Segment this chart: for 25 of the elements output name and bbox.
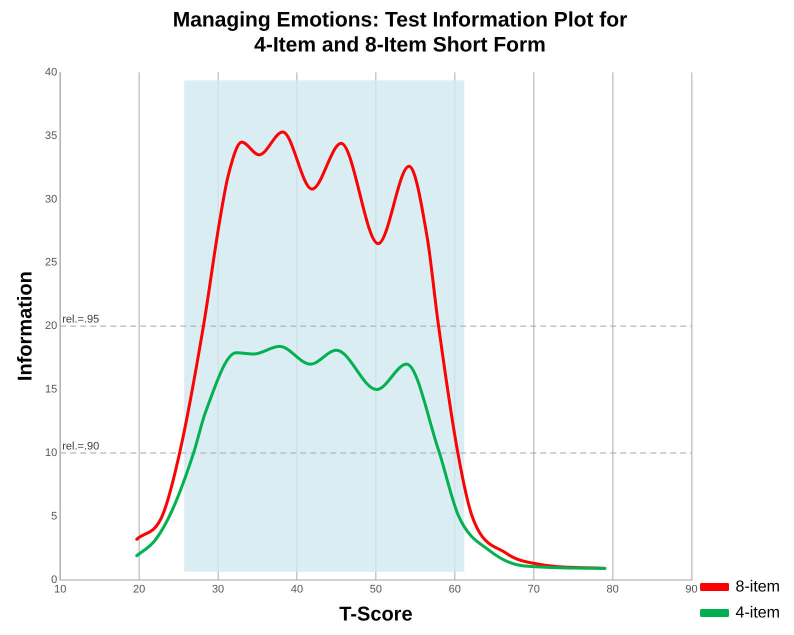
legend-label: 8-item	[736, 578, 780, 596]
line-series	[135, 344, 606, 570]
ref-line-label: rel.=.95	[62, 314, 100, 326]
y-tick-label: 30	[44, 193, 58, 206]
x-tick-label: 80	[606, 583, 619, 596]
y-tick-label: 0	[51, 574, 58, 586]
x-tick-label: 60	[448, 583, 461, 596]
y-tick-label: 5	[51, 510, 58, 522]
ref-line-label: rel.=.90	[62, 440, 100, 452]
y-tick-label: 35	[44, 130, 58, 142]
x-tick-label: 70	[528, 583, 540, 596]
x-tick-label: 90	[685, 583, 698, 596]
chart-title: Managing Emotions: Test Information Plot for 4-Item and 8-Item Short Form	[172, 8, 628, 57]
x-tick-label: 50	[370, 583, 382, 596]
x-tick-label: 30	[212, 583, 224, 596]
y-tick-label: 25	[44, 256, 58, 269]
x-tick-label: 40	[290, 583, 304, 596]
y-tick-label: 15	[44, 384, 58, 396]
y-tick-label: 10	[44, 446, 58, 459]
x-axis-title: T-Score	[339, 604, 413, 626]
y-axis-title: Information	[14, 271, 37, 382]
x-tick-label: 20	[133, 583, 146, 596]
legend-label: 4-item	[736, 604, 780, 622]
y-tick-label: 20	[44, 320, 58, 332]
y-tick-label: 40	[44, 66, 58, 78]
